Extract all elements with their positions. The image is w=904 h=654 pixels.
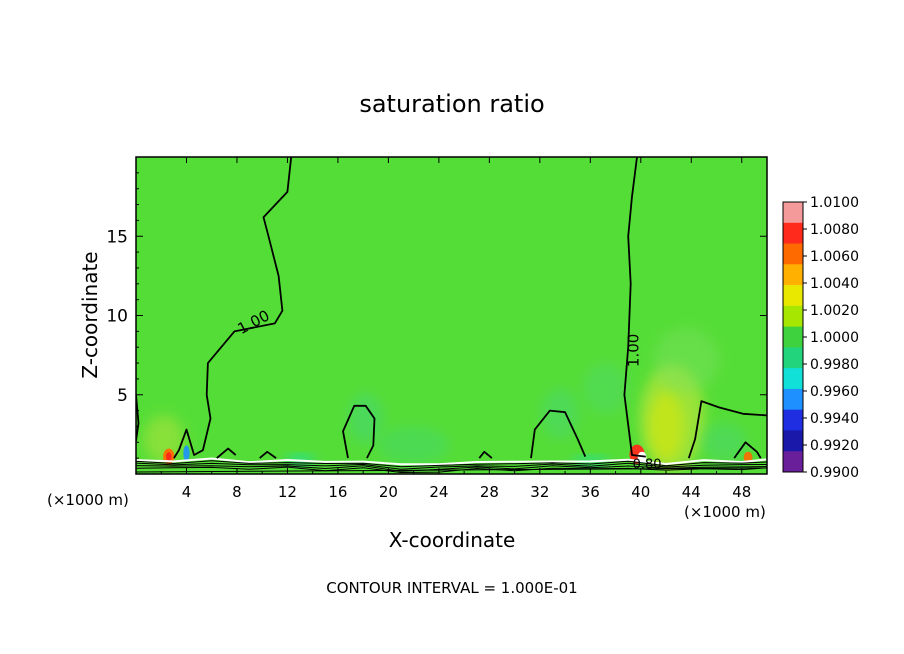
x-tick-label: 44 xyxy=(682,483,701,501)
colorbar-label: 0.9960 xyxy=(810,384,859,400)
contour-line-1-00 xyxy=(687,400,767,459)
field-feature xyxy=(582,363,629,414)
x-tick-label: 48 xyxy=(732,483,751,501)
contour-line-1-00 xyxy=(530,409,587,459)
y-tick-label: 5 xyxy=(117,386,128,406)
x-tick-label: 28 xyxy=(480,483,499,501)
field-feature xyxy=(378,426,449,465)
field-feature xyxy=(653,328,720,392)
contour-line-1-00 xyxy=(623,157,646,458)
x-axis-label: X-coordinate xyxy=(389,528,516,552)
colorbar-label: 1.0000 xyxy=(810,330,859,346)
y-tick-label: 10 xyxy=(106,307,128,327)
contour-label: 0.80 xyxy=(633,457,662,472)
field-feature xyxy=(166,452,172,462)
colorbar-label: 1.0060 xyxy=(810,249,859,265)
x-tick-label: 16 xyxy=(328,483,347,501)
colorbar-label: 0.9980 xyxy=(810,357,859,373)
field-feature xyxy=(541,388,579,440)
chart-title: saturation ratio xyxy=(359,90,544,118)
contour-line-1-00 xyxy=(259,450,277,459)
surface-contour xyxy=(136,462,767,470)
surface-contour xyxy=(136,467,767,473)
y-axis-label: Z-coordinate xyxy=(78,251,102,378)
colorbar-swatch xyxy=(783,222,803,245)
colorbar-swatch xyxy=(783,388,803,411)
colorbar: 1.0100 1.0080 1.0060 1.0040 1.0020 1.0000 0.99… xyxy=(782,195,859,481)
colorbar-swatch xyxy=(783,285,803,307)
colorbar-label: 0.9900 xyxy=(810,465,859,481)
field-feature xyxy=(348,393,384,444)
x-tick-label: 8 xyxy=(232,483,242,501)
contour-line-1-00 xyxy=(216,447,237,459)
contour-line-1-00 xyxy=(136,394,140,441)
surface-contour xyxy=(136,460,767,468)
field-feature xyxy=(701,423,747,462)
colorbar-swatch xyxy=(783,326,803,348)
contour-line-1-00 xyxy=(342,404,376,459)
colorbar-swatch xyxy=(783,305,803,328)
x-tick-label: 32 xyxy=(530,483,549,501)
colorbar-label: 0.9940 xyxy=(810,411,859,427)
x-tick-label: 40 xyxy=(631,483,650,501)
colorbar-label: 1.0080 xyxy=(810,222,859,238)
colorbar-swatch xyxy=(783,430,803,452)
field-layer xyxy=(136,157,767,474)
surface-contour xyxy=(136,457,767,466)
x-tick-label: 4 xyxy=(182,483,192,501)
x-unit-right: (×1000 m) xyxy=(684,503,766,521)
contour-line-1-00 xyxy=(173,157,293,459)
field-feature xyxy=(648,391,684,462)
colorbar-label: 0.9920 xyxy=(810,438,859,454)
field-feature xyxy=(143,415,184,463)
x-unit-left: (×1000 m) xyxy=(47,491,129,509)
colorbar-swatch xyxy=(783,243,803,265)
colorbar-swatch xyxy=(783,202,803,224)
surface-contour xyxy=(136,465,767,472)
y-tick-label: 15 xyxy=(106,227,128,247)
x-tick-label: 12 xyxy=(278,483,297,501)
contour-line-1-00 xyxy=(733,441,762,459)
x-tick-label: 24 xyxy=(429,483,448,501)
x-tick-label: 36 xyxy=(581,483,600,501)
colorbar-swatch xyxy=(783,368,803,390)
colorbar-label: 1.0040 xyxy=(810,276,859,292)
colorbar-label: 1.0020 xyxy=(810,303,859,319)
colorbar-swatch xyxy=(783,347,803,369)
colorbar-swatch xyxy=(783,264,803,286)
contour-line-1-00 xyxy=(478,450,493,459)
contour-label: 1.00 xyxy=(624,334,642,367)
colorbar-swatch xyxy=(783,409,803,431)
x-tick-label: 20 xyxy=(379,483,398,501)
field-feature xyxy=(183,445,190,462)
colorbar-label: 1.0100 xyxy=(810,195,859,211)
contour-interval-note: CONTOUR INTERVAL = 1.000E-01 xyxy=(326,579,577,597)
colorbar-swatch xyxy=(783,451,803,473)
